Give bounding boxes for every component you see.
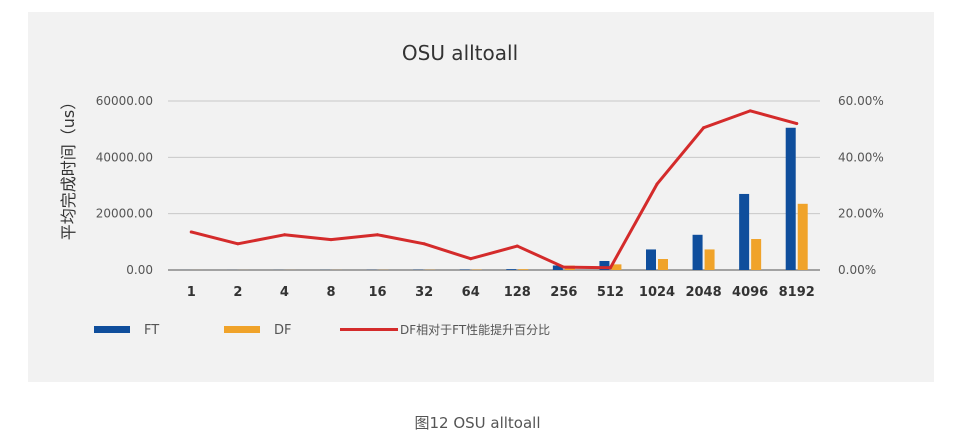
figure-caption: 图12 OSU alltoall xyxy=(414,414,541,432)
x-tick-label: 512 xyxy=(597,285,624,300)
legend-label-ft: FT xyxy=(144,323,159,338)
improvement-point-128 xyxy=(515,244,519,248)
y2-tick-label: 60.00% xyxy=(838,94,884,108)
improvement-point-8 xyxy=(329,238,333,242)
chart-panel: OSU alltoall 平均完成时间（us） 0.00 20000.00 4000… xyxy=(28,12,934,382)
legend-label-df: DF xyxy=(274,323,292,338)
improvement-point-2 xyxy=(236,242,240,246)
x-tick-label: 256 xyxy=(550,285,577,300)
bar-df-1024 xyxy=(658,259,668,270)
bar-ft-2048 xyxy=(692,234,703,270)
bar-df-512 xyxy=(611,264,622,270)
improvement-point-4096 xyxy=(748,109,752,113)
improvement-point-512 xyxy=(608,266,612,270)
improvement-point-8192 xyxy=(795,122,799,126)
y-axis-label: 平均完成时间（us） xyxy=(59,94,78,240)
improvement-line-layer xyxy=(189,109,799,270)
bar-df-2048 xyxy=(704,249,715,270)
improvement-point-2048 xyxy=(702,126,706,130)
improvement-point-4 xyxy=(282,233,286,237)
improvement-point-32 xyxy=(422,242,426,246)
bar-ft-4096 xyxy=(739,193,750,270)
x-tick-label: 2 xyxy=(233,285,242,300)
bar-ft-256 xyxy=(552,265,563,270)
y-tick-label: 60000.00 xyxy=(96,94,153,108)
improvement-point-64 xyxy=(469,257,473,261)
legend-label-line: DF相对于FT性能提升百分比 xyxy=(400,322,550,337)
chart-title: OSU alltoall xyxy=(402,41,518,65)
bars xyxy=(180,127,808,270)
chart: OSU alltoall 平均完成时间（us） 0.00 20000.00 4000… xyxy=(59,41,884,338)
legend-swatch-ft xyxy=(94,326,130,333)
x-tick-label: 128 xyxy=(504,285,531,300)
gridlines xyxy=(168,100,820,271)
bar-ft-512 xyxy=(599,260,610,270)
legend-swatch-df xyxy=(224,326,260,333)
y2-tick-label: 20.00% xyxy=(838,207,884,221)
x-tick-label: 32 xyxy=(415,285,433,300)
x-tick-label: 1024 xyxy=(639,285,675,300)
x-tick-label: 4096 xyxy=(732,285,768,300)
x-tick-label: 8192 xyxy=(779,285,815,300)
y-tick-label: 20000.00 xyxy=(96,207,153,221)
improvement-point-1024 xyxy=(655,182,659,186)
y-axis-ticks: 0.00 20000.00 40000.00 60000.00 xyxy=(96,94,153,277)
improvement-point-16 xyxy=(376,233,380,237)
bar-ft-1024 xyxy=(646,249,656,270)
bar-ft-8192 xyxy=(785,127,796,270)
legend: FT DF DF相对于FT性能提升百分比 xyxy=(94,322,550,338)
bar-df-4096 xyxy=(751,239,762,270)
x-tick-label: 1 xyxy=(187,285,196,300)
x-tick-label: 64 xyxy=(462,285,480,300)
y-tick-label: 0.00 xyxy=(126,263,153,277)
improvement-line xyxy=(189,109,799,270)
y2-tick-label: 40.00% xyxy=(838,150,884,164)
x-tick-label: 16 xyxy=(369,285,387,300)
y2-tick-label: 0.00% xyxy=(838,263,876,277)
bar-df-128 xyxy=(518,269,529,270)
y2-axis-ticks: 0.00% 20.00% 40.00% 60.00% xyxy=(838,94,884,277)
x-axis-ticks: 1 2 4 8 16 32 64 128 256 512 1024 2048 4096 8192 xyxy=(187,285,815,300)
improvement-point-256 xyxy=(562,265,566,269)
x-tick-label: 8 xyxy=(326,285,335,300)
x-tick-label: 2048 xyxy=(685,285,721,300)
bar-ft-128 xyxy=(506,269,517,270)
y-axis-label-group: 平均完成时间（us） xyxy=(59,94,78,240)
x-tick-label: 4 xyxy=(280,285,289,300)
improvement-point-1 xyxy=(189,230,193,234)
bar-df-8192 xyxy=(797,203,808,270)
y-tick-label: 40000.00 xyxy=(96,150,153,164)
